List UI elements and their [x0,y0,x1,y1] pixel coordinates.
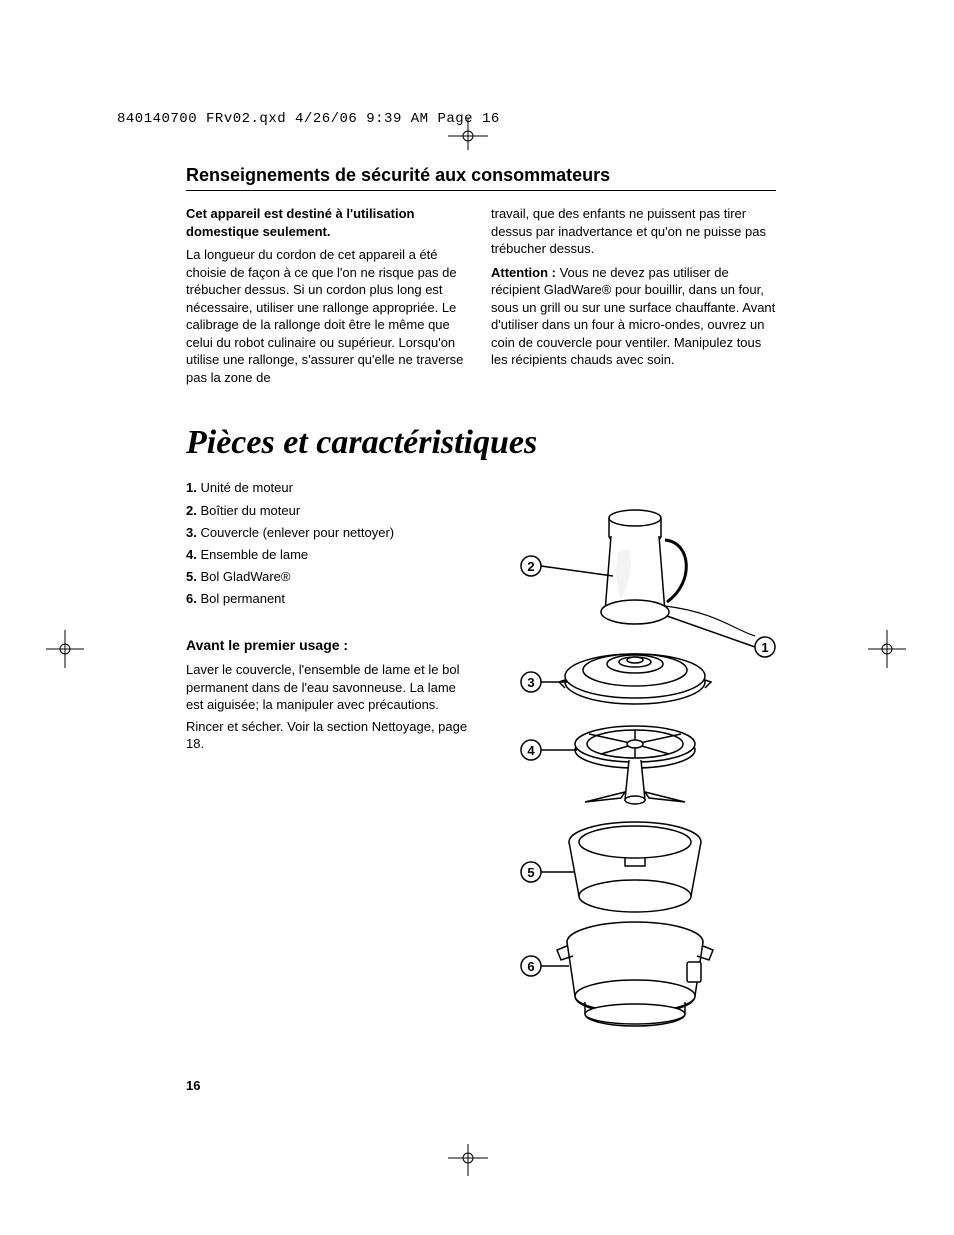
permanent-bowl-drawing [557,922,713,1026]
before-first-use-title: Avant le premier usage : [186,635,470,657]
parts-list-column: 1. Unité de moteur 2. Boîtier du moteur … [186,476,470,752]
parts-features-title: Pièces et caractéristiques [186,424,776,462]
list-item: 4. Ensemble de lame [186,545,470,565]
crop-mark-bottom [448,1144,488,1176]
callout-5: 5 [527,865,534,880]
domestic-use-bold: Cet appareil est destiné à l'utilisation… [186,205,471,240]
callout-1: 1 [761,640,768,655]
list-item: 3. Couvercle (enlever pour nettoyer) [186,523,470,543]
safety-section-title: Renseignements de sécurité aux consommat… [186,165,776,191]
gladware-bowl-drawing [569,822,701,912]
list-item: 5. Bol GladWare® [186,567,470,587]
wash-instructions: Laver le couvercle, l'ensemble de lame e… [186,661,470,714]
blade-drawing [575,726,695,804]
gladware-warning: Vous ne devez pas utiliser de récipient … [491,265,775,368]
safety-columns: Cet appareil est destiné à l'utilisation… [186,205,776,386]
lid-drawing [559,654,711,704]
crop-mark-left [46,630,84,668]
file-info-header: 840140700 FRv02.qxd 4/26/06 9:39 AM Page… [117,111,500,127]
crop-mark-right [868,630,906,668]
work-area-text: travail, que des enfants ne puissent pas… [491,205,776,258]
parts-diagram: 1 2 3 4 5 6 [485,502,785,1032]
cord-length-text: La longueur du cordon de cet appareil a … [186,246,471,386]
safety-col-2: travail, que des enfants ne puissent pas… [491,205,776,386]
callout-4: 4 [527,743,535,758]
motor-unit-drawing [601,510,755,636]
attention-block: Attention : Vous ne devez pas utiliser d… [491,264,776,369]
safety-col-1: Cet appareil est destiné à l'utilisation… [186,205,471,386]
rinse-instructions: Rincer et sécher. Voir la section Nettoy… [186,718,470,753]
callout-2: 2 [527,559,534,574]
crop-mark-top [448,118,488,150]
attention-label: Attention : [491,265,556,280]
callout-3: 3 [527,675,534,690]
list-item: 1. Unité de moteur [186,478,470,498]
page-number: 16 [186,1078,200,1093]
list-item: 6. Bol permanent [186,589,470,609]
list-item: 2. Boîtier du moteur [186,501,470,521]
callout-6: 6 [527,959,534,974]
